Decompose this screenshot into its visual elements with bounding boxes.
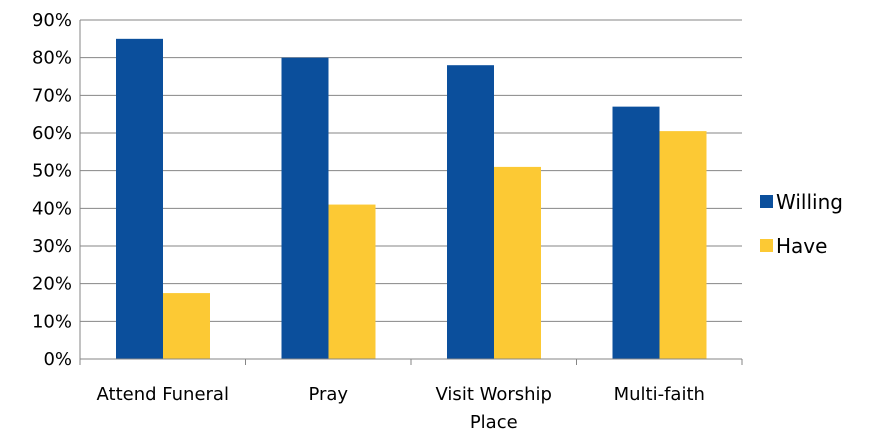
x-tick-label: Place <box>470 412 518 433</box>
bar-willing <box>447 65 494 359</box>
x-tick-label: Attend Funeral <box>97 384 229 405</box>
bar-have <box>494 166 541 359</box>
bar-have <box>659 131 707 359</box>
legend-swatch-willing <box>760 195 773 208</box>
legend: Willing Have <box>760 190 843 258</box>
bar-willing <box>281 57 329 360</box>
y-tick-label: 30% <box>32 236 72 257</box>
legend-swatch-have <box>760 239 773 252</box>
legend-label-willing: Willing <box>776 190 843 214</box>
axes <box>79 20 743 365</box>
x-tick-label: Multi-faith <box>614 384 705 405</box>
y-tick-label: 90% <box>32 10 72 31</box>
y-tick-label: 10% <box>32 311 72 332</box>
y-tick-label: 40% <box>32 198 72 219</box>
legend-label-have: Have <box>776 234 827 258</box>
y-tick-label: 0% <box>43 349 72 370</box>
y-tick-label: 60% <box>32 123 72 144</box>
gridlines <box>80 19 742 322</box>
y-tick-label: 50% <box>32 161 72 182</box>
x-tick-label: Visit Worship <box>436 384 552 405</box>
y-tick-label: 70% <box>32 85 72 106</box>
bar-willing <box>612 106 660 359</box>
bars <box>116 38 707 360</box>
y-tick-label: 20% <box>32 274 72 295</box>
y-tick-label: 80% <box>32 48 72 69</box>
axis-labels: 0% 10% 20% 30% 40% 50% 60% 70% 80% 90% Attend Fune… <box>32 10 705 433</box>
bar-have <box>328 204 376 359</box>
x-tick-label: Pray <box>308 384 348 405</box>
bar-have <box>163 293 210 359</box>
bar-willing <box>116 38 163 359</box>
